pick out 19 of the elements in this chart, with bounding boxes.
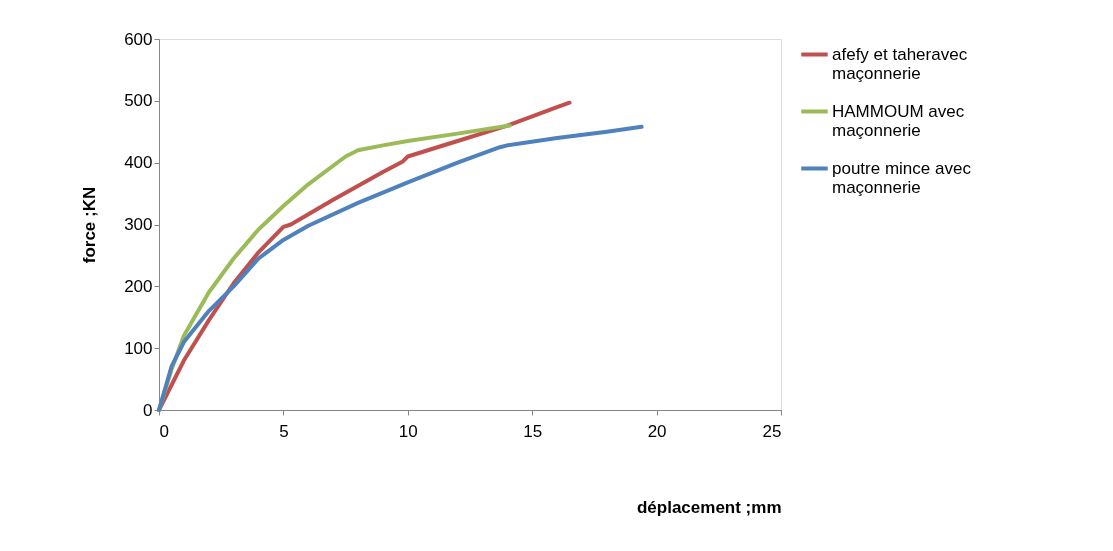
x-tick-label: 20 — [647, 421, 667, 441]
y-tick-label: 300 — [124, 215, 153, 234]
x-axis-title: déplacement ;mm — [636, 497, 782, 517]
y-tick-label: 600 — [124, 29, 153, 49]
y-tick-label: 200 — [124, 276, 153, 296]
line-series — [157, 124, 644, 412]
y-tick-label: 400 — [124, 153, 153, 173]
y-tick-label: 100 — [124, 338, 153, 358]
x-tick-label: 5 — [279, 421, 289, 441]
y-tick-label: 0 — [143, 400, 153, 420]
x-tick-label: 15 — [523, 421, 543, 441]
legend-label: poutre mince avec maçonnerie — [832, 158, 972, 197]
y-axis-title: force ;KN — [80, 186, 100, 264]
y-tick-label: 500 — [124, 91, 153, 111]
legend-label: HAMMOUM avec maçonnerie — [832, 101, 965, 140]
x-tick-label: 25 — [762, 421, 782, 441]
x-tick-label: 0 — [159, 421, 169, 441]
legend-label: afefy et taheravec maçonnerie — [832, 44, 968, 83]
x-tick-label: 10 — [398, 421, 418, 441]
